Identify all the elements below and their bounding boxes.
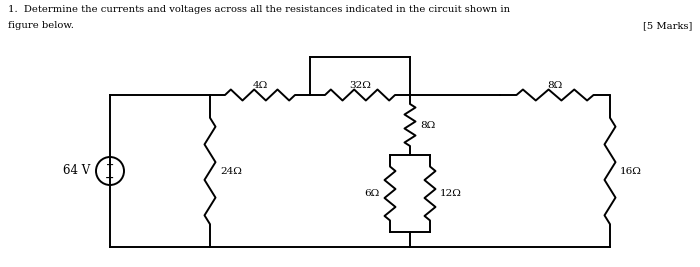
Text: 4Ω: 4Ω [253,81,267,90]
Text: +: + [106,161,114,170]
Text: 64 V: 64 V [63,164,90,178]
Text: 24Ω: 24Ω [220,167,242,175]
Text: 32Ω: 32Ω [349,81,371,90]
Text: 16Ω: 16Ω [620,167,642,175]
Text: 8Ω: 8Ω [547,81,563,90]
Text: [5 Marks]: [5 Marks] [643,21,692,30]
Text: 1.  Determine the currents and voltages across all the resistances indicated in : 1. Determine the currents and voltages a… [8,5,510,14]
Text: 12Ω: 12Ω [440,189,462,198]
Text: 8Ω: 8Ω [420,120,435,129]
Text: figure below.: figure below. [8,21,74,30]
Text: 6Ω: 6Ω [365,189,380,198]
Text: −: − [105,172,115,183]
